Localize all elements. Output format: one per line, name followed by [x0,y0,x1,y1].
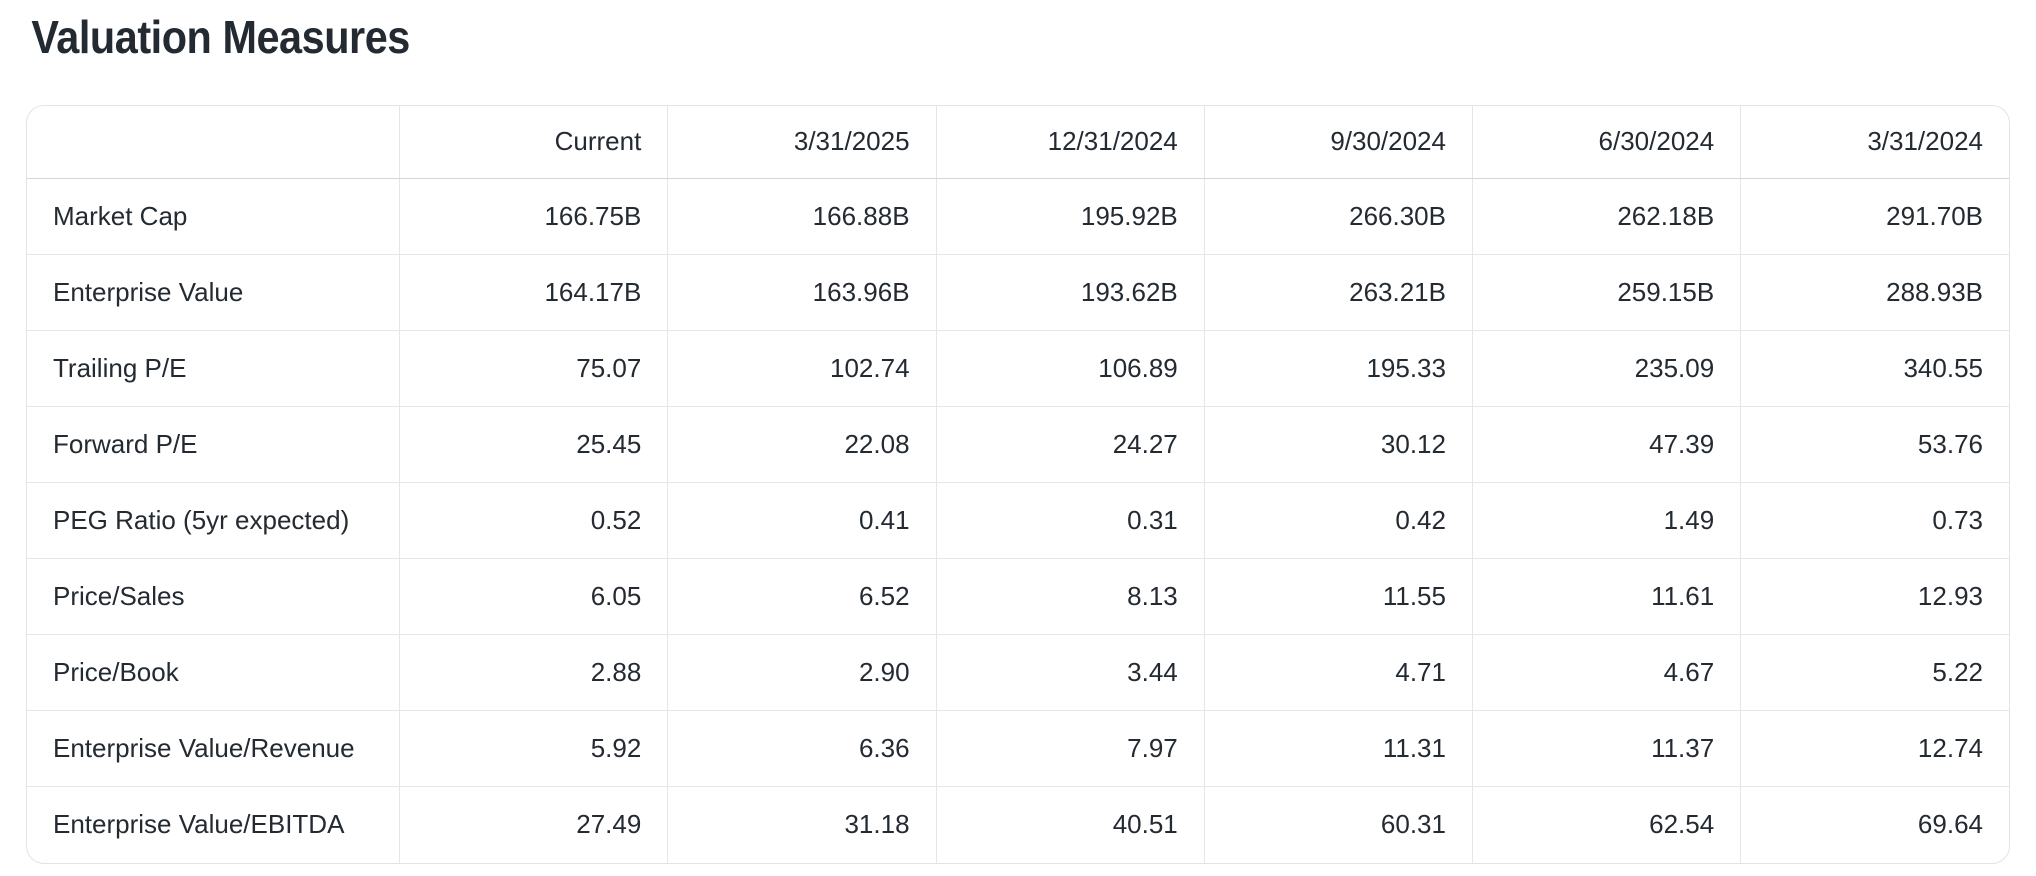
table-header-row: Current 3/31/2025 12/31/2024 9/30/2024 6… [27,105,2009,180]
table-row-ev-ebitda: Enterprise Value/EBITDA 27.49 31.18 40.5… [27,786,2009,863]
cell-value: 0.41 [667,482,937,559]
row-label: Price/Book [27,634,400,711]
cell-value: 259.15B [1471,254,1741,331]
cell-value: 263.21B [1203,254,1473,331]
table-row-price-book: Price/Book 2.88 2.90 3.44 4.71 4.67 5.22 [27,634,2009,711]
column-header-date: 9/30/2024 [1203,105,1473,180]
cell-value: 62.54 [1471,786,1741,863]
cell-value: 6.52 [667,558,937,635]
table-row-peg-ratio: PEG Ratio (5yr expected) 0.52 0.41 0.31 … [27,482,2009,559]
table-row-trailing-pe: Trailing P/E 75.07 102.74 106.89 195.33 … [27,330,2009,407]
table-row-ev-revenue: Enterprise Value/Revenue 5.92 6.36 7.97 … [27,710,2009,787]
cell-value: 195.92B [935,178,1205,255]
cell-value: 60.31 [1203,786,1473,863]
cell-value: 235.09 [1471,330,1741,407]
cell-value: 4.67 [1471,634,1741,711]
column-header-date: 6/30/2024 [1471,105,1741,180]
cell-value: 0.73 [1740,482,2009,559]
cell-value: 11.37 [1471,710,1741,787]
cell-value: 47.39 [1471,406,1741,483]
cell-value: 262.18B [1471,178,1741,255]
cell-value: 22.08 [667,406,937,483]
cell-value: 0.52 [399,482,668,559]
column-header-current: Current [399,105,668,180]
valuation-table: Current 3/31/2025 12/31/2024 9/30/2024 6… [27,105,2009,863]
row-label: Market Cap [53,201,188,232]
cell-value: 11.55 [1203,558,1473,635]
cell-value: 6.36 [667,710,937,787]
cell-value: 2.88 [399,634,668,711]
row-label: Enterprise Value/Revenue [27,710,400,787]
table-row-forward-pe: Forward P/E 25.45 22.08 24.27 30.12 47.3… [27,406,2009,483]
column-header-date: 3/31/2025 [667,105,937,180]
table-row-price-sales: Price/Sales 6.05 6.52 8.13 11.55 11.61 1… [27,558,2009,635]
row-label: Price/Sales [27,558,400,635]
cell-value: 8.13 [935,558,1205,635]
cell-value: 106.89 [935,330,1205,407]
column-header-date: 3/31/2024 [1740,105,2009,180]
cell-value: 163.96B [667,254,937,331]
cell-value: 6.05 [399,558,668,635]
valuation-measures-table: Current 3/31/2025 12/31/2024 9/30/2024 6… [26,104,2010,864]
cell-value: 30.12 [1203,406,1473,483]
cell-value: 164.17B [399,254,668,331]
cell-value: 288.93B [1740,254,2009,331]
cell-value: 11.31 [1203,710,1473,787]
cell-value: 1.49 [1471,482,1741,559]
row-label: Enterprise Value [27,254,400,331]
cell-value: 75.07 [399,330,668,407]
cell-value: 40.51 [935,786,1205,863]
cell-value: 27.49 [399,786,668,863]
cell-value: 266.30B [1203,178,1473,255]
cell-value: 11.61 [1471,558,1741,635]
row-label: Trailing P/E [27,330,400,407]
cell-value: 53.76 [1740,406,2009,483]
cell-value: 25.45 [399,406,668,483]
cell-value: 3.44 [935,634,1205,711]
cell-value: 5.92 [399,710,668,787]
cell-value: 0.31 [935,482,1205,559]
cell-value: 12.74 [1740,710,2009,787]
cell-value: 24.27 [935,406,1205,483]
cell-value: 166.75B [399,178,668,255]
cell-value: 2.90 [667,634,937,711]
cell-value: 193.62B [935,254,1205,331]
cell-value: 340.55 [1740,330,2009,407]
row-label: Enterprise Value/EBITDA [27,786,400,863]
table-row-enterprise-value: Enterprise Value 164.17B 163.96B 193.62B… [27,254,2009,331]
cell-value: 69.64 [1740,786,2009,863]
cell-value: 166.88B [667,178,937,255]
row-label: Forward P/E [27,406,400,483]
cell-value: 102.74 [667,330,937,407]
row-label: PEG Ratio (5yr expected) [27,482,400,559]
column-header-date: 12/31/2024 [935,105,1205,180]
cell-value: 7.97 [935,710,1205,787]
cell-value: 195.33 [1203,330,1473,407]
cell-value: 0.42 [1203,482,1473,559]
page-title: Valuation Measures [31,11,410,63]
table-row-market-cap: Market Cap 166.75B 166.88B 195.92B 266.3… [27,178,2009,255]
cell-value: 12.93 [1740,558,2009,635]
column-header-blank [27,105,400,180]
cell-value: 31.18 [667,786,937,863]
cell-value: 4.71 [1203,634,1473,711]
cell-value: 291.70B [1740,178,2009,255]
cell-value: 5.22 [1740,634,2009,711]
